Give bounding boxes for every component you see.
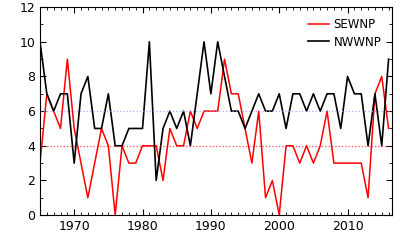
SEWNP [386,127,391,130]
Line: SEWNP: SEWNP [40,59,388,215]
SEWNP [277,214,282,217]
NWWNP [256,92,261,95]
NWWNP [386,58,391,61]
NWWNP [38,40,42,43]
SEWNP [263,196,268,199]
SEWNP [236,92,241,95]
SEWNP [215,110,220,113]
NWWNP [366,144,370,147]
Legend: SEWNP, NWWNP: SEWNP, NWWNP [303,13,386,53]
SEWNP [72,127,76,130]
SEWNP [174,144,179,147]
Line: NWWNP: NWWNP [40,42,388,180]
SEWNP [65,58,70,61]
NWWNP [154,179,158,182]
NWWNP [168,110,172,113]
SEWNP [113,214,118,217]
NWWNP [208,92,213,95]
NWWNP [65,92,70,95]
SEWNP [38,162,42,165]
NWWNP [270,110,275,113]
